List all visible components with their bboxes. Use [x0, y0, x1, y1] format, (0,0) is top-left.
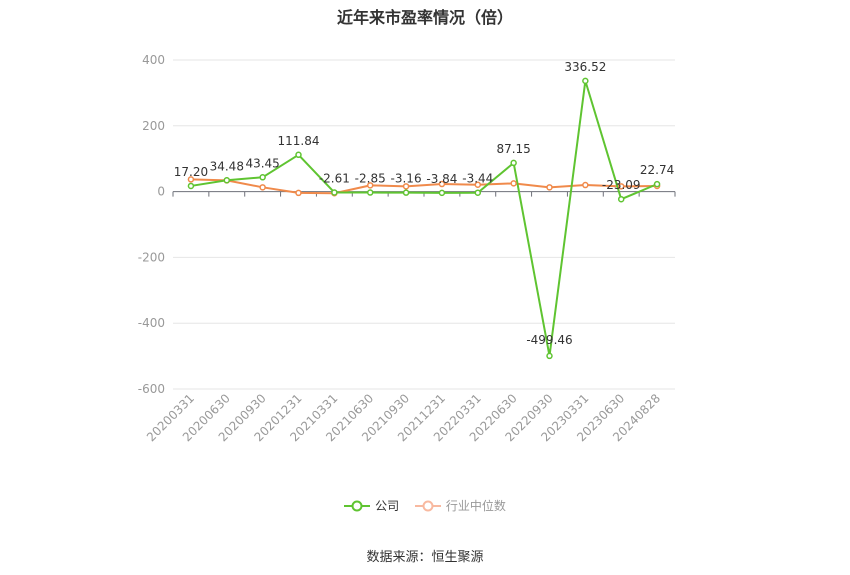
data-point-company — [295, 151, 302, 159]
data-label: -2.61 — [319, 171, 350, 185]
data-label: 336.52 — [564, 60, 606, 74]
grid-lines — [173, 59, 675, 390]
data-point-industry — [582, 181, 589, 189]
data-label: -3.84 — [426, 172, 457, 186]
data-point-company — [366, 189, 374, 196]
data-point-industry — [474, 181, 482, 188]
y-tick-label: 200 — [142, 119, 165, 133]
data-point-company — [546, 352, 553, 360]
data-point-industry — [546, 184, 553, 191]
y-tick-label: -400 — [138, 316, 165, 330]
data-label: -3.44 — [462, 172, 493, 186]
data-source: 数据来源：恒生聚源 — [366, 550, 484, 565]
x-axis: 2020033120200630202009302020123120210331… — [144, 191, 676, 444]
legend-label-company: 公司 — [375, 499, 400, 513]
data-labels: 17.20 34.48 43.45 111.84 -2.61 -2.85 -3.16 -3.8… — [174, 60, 675, 347]
data-point-company — [582, 77, 589, 85]
series-line-company — [190, 79, 658, 357]
data-point-company — [331, 189, 338, 196]
chart-title: 近年来市盈率情况（倍） — [336, 8, 513, 27]
series-line-industry — [190, 178, 658, 195]
data-label: 87.15 — [496, 142, 530, 156]
data-point-company — [438, 189, 446, 197]
data-point-industry — [295, 189, 302, 197]
data-label: -3.16 — [391, 172, 422, 186]
data-point-company — [402, 189, 410, 196]
y-tick-label: 400 — [142, 53, 165, 67]
series-points — [187, 77, 661, 360]
series-lines — [190, 79, 658, 357]
data-point-company — [510, 159, 517, 167]
data-label: 34.48 — [210, 159, 244, 173]
legend-swatch-company — [344, 500, 371, 511]
y-tick-label: 0 — [157, 185, 165, 199]
data-point-company — [653, 180, 661, 188]
data-point-industry — [366, 182, 374, 189]
data-point-industry — [510, 180, 517, 187]
data-label: 111.84 — [278, 134, 320, 148]
legend-swatch-industry — [414, 500, 441, 511]
legend-item-industry[interactable]: 行业中位数 — [414, 497, 506, 514]
data-point-company — [617, 195, 625, 203]
data-label: -2.85 — [355, 172, 386, 186]
data-point-industry — [187, 176, 195, 183]
data-point-industry — [617, 183, 625, 190]
data-label: -23.09 — [602, 178, 641, 192]
data-label: 22.74 — [640, 163, 674, 177]
data-point-industry — [438, 180, 446, 188]
data-point-industry — [259, 184, 266, 191]
legend-label-industry: 行业中位数 — [445, 499, 506, 513]
legend: 公司 行业中位数 — [0, 497, 850, 516]
data-label: -499.46 — [526, 333, 572, 347]
data-label: 43.45 — [245, 156, 279, 170]
y-tick-label: -600 — [138, 382, 165, 396]
y-axis: -600 -400 -200 0 200 400 — [138, 53, 165, 396]
data-point-company — [187, 182, 195, 190]
data-point-company — [474, 189, 482, 196]
data-point-company — [259, 174, 266, 181]
legend-item-company[interactable]: 公司 — [344, 497, 399, 514]
line-chart: -600 -400 -200 0 200 400 20200331202006302020… — [138, 53, 676, 444]
data-label: 17.20 — [174, 165, 208, 179]
data-point-industry — [402, 183, 410, 190]
y-tick-label: -200 — [138, 250, 165, 264]
data-point-company — [223, 177, 231, 184]
